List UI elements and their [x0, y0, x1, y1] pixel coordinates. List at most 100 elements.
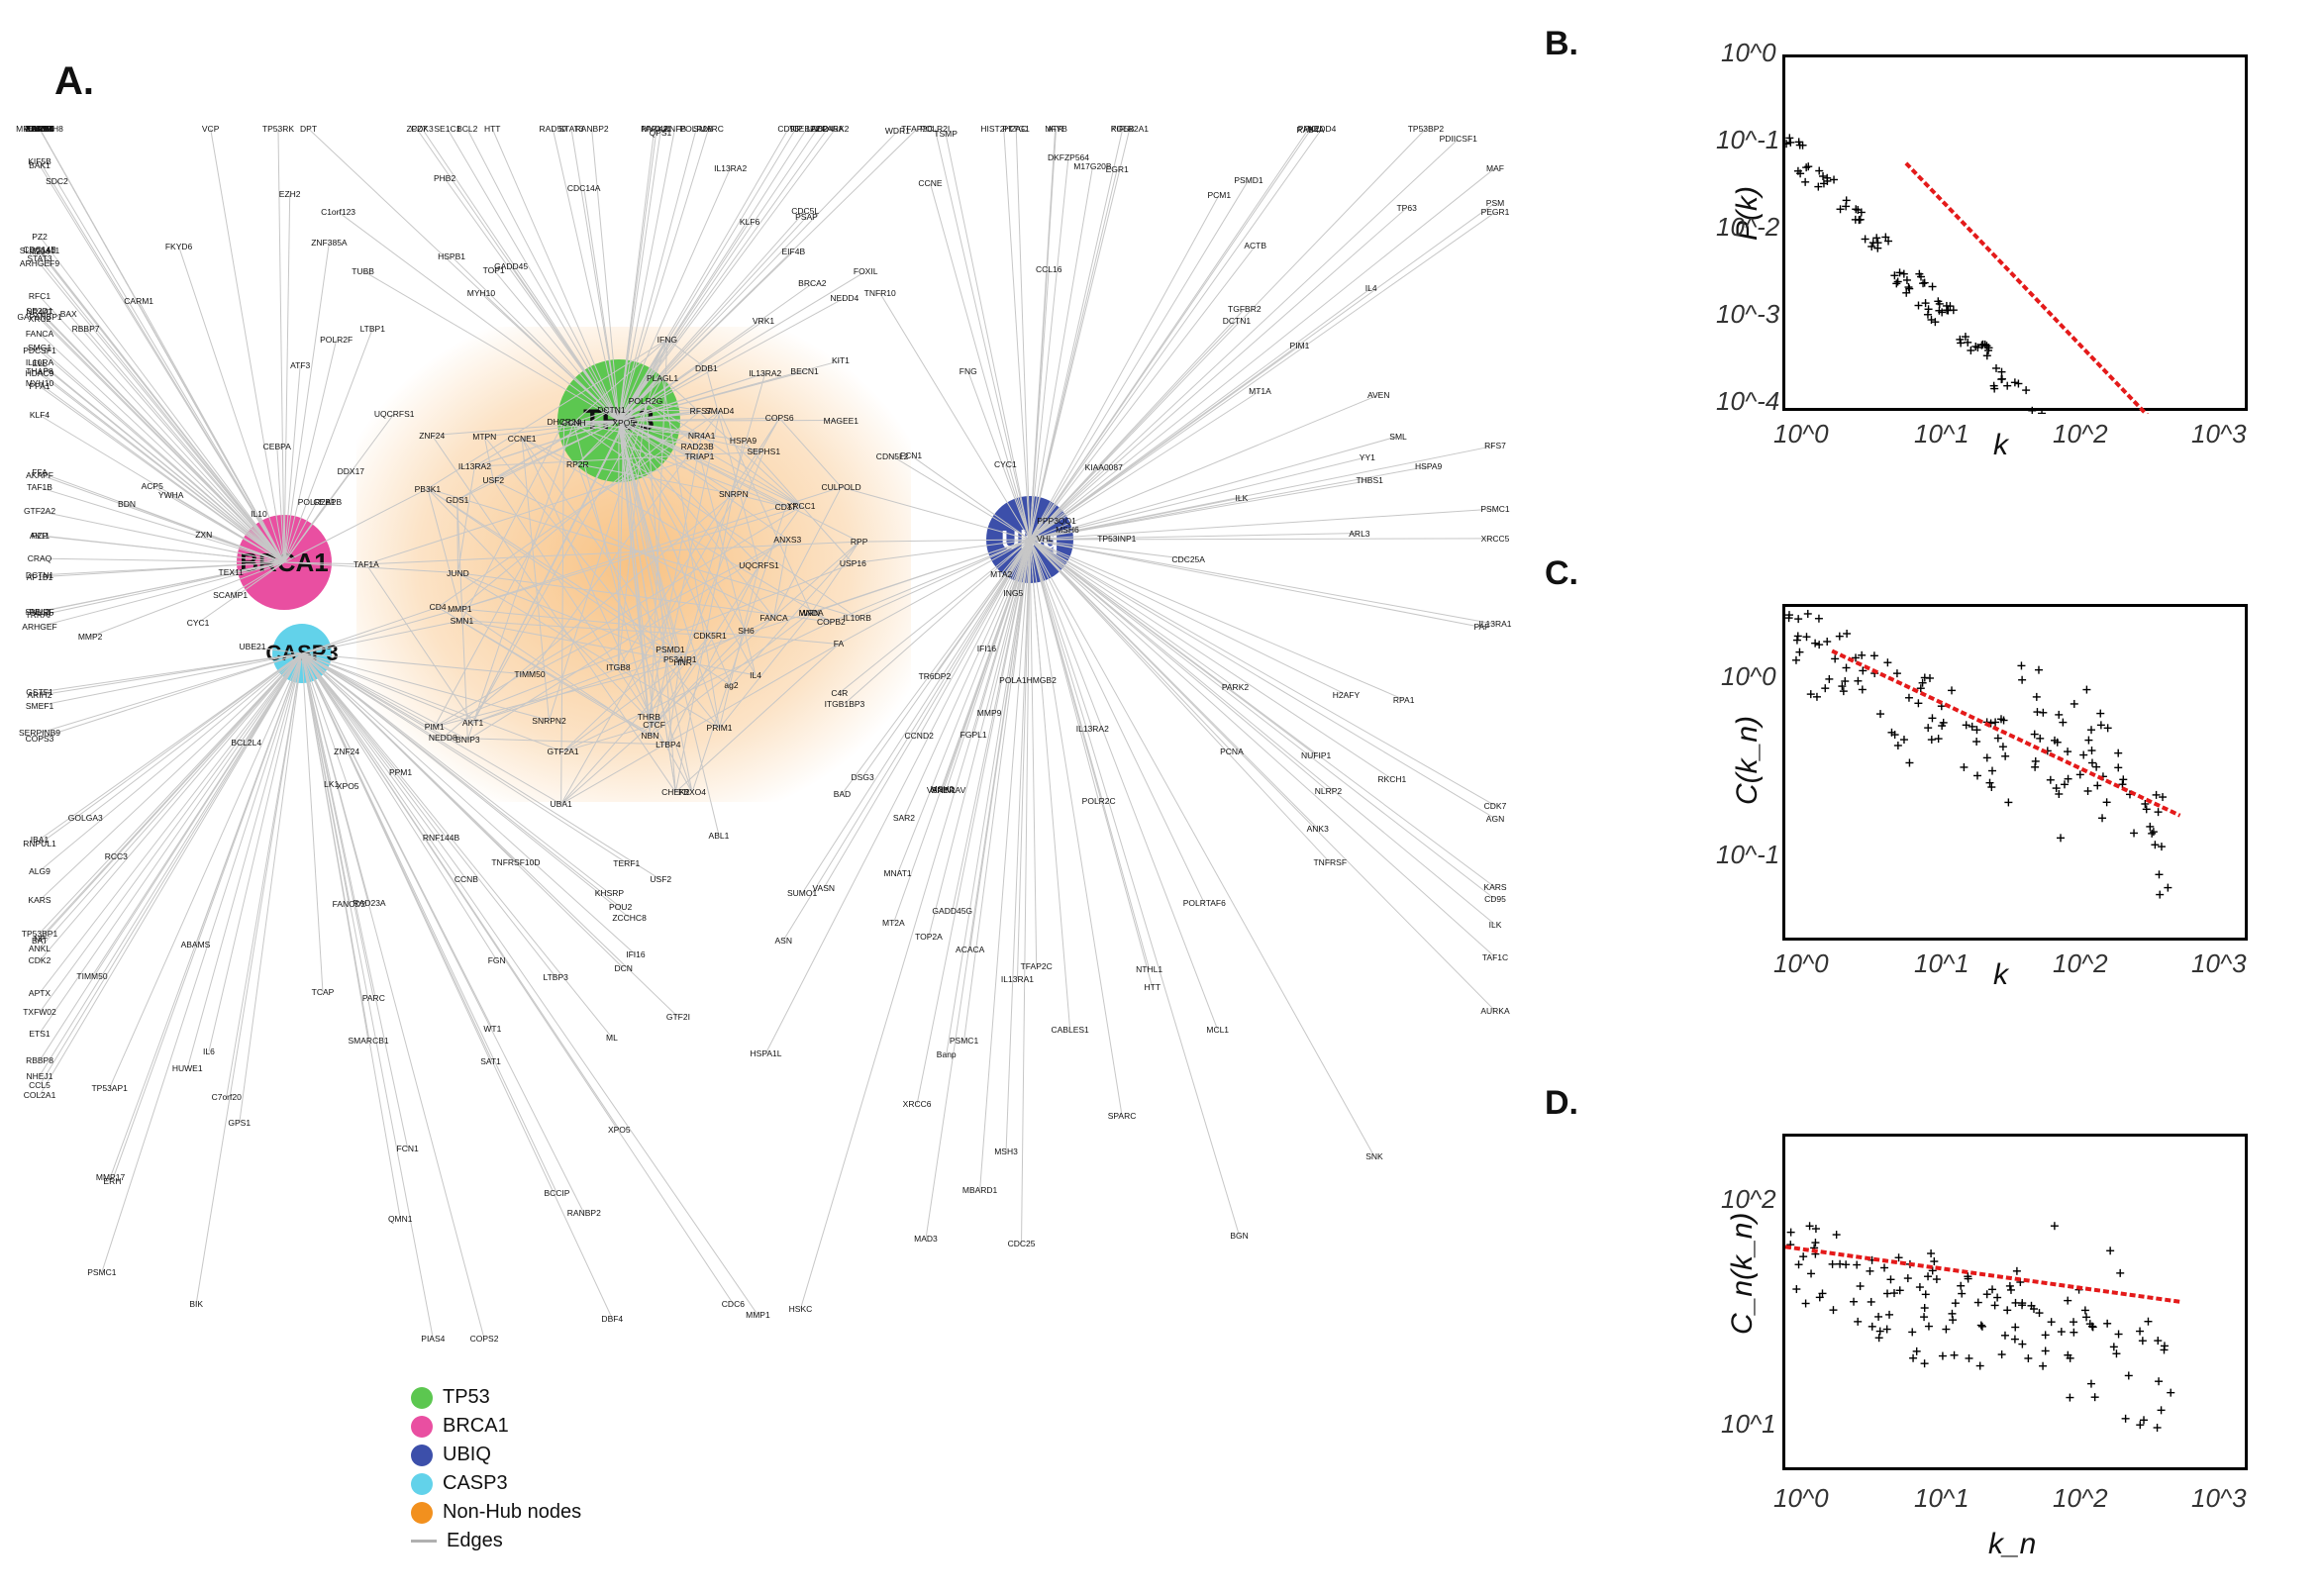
scatter-point	[1793, 637, 1801, 645]
scatter-point	[2064, 1297, 2071, 1305]
scatter-point	[1843, 196, 1851, 204]
scatter-point	[2155, 870, 2163, 878]
scatter-point	[1987, 783, 1995, 791]
scatter-point	[1922, 1290, 1930, 1298]
scatter-point	[1974, 1299, 1982, 1307]
scatter-point	[2103, 798, 2111, 806]
scatter-point	[1893, 669, 1901, 677]
scatter-point	[2058, 1328, 2066, 1336]
scatter-point	[2042, 1347, 2050, 1354]
scatter-point	[1876, 710, 1884, 718]
scatter-point	[1862, 235, 1869, 243]
scatter-point	[1921, 1359, 1929, 1367]
panel-b-label: B.	[1545, 25, 1578, 63]
scatter-point	[2031, 731, 2039, 739]
scatter-point	[2114, 763, 2122, 771]
scatter-point	[2036, 735, 2044, 743]
scatter-point	[2139, 1337, 2147, 1345]
scatter-point	[1982, 342, 1990, 349]
scatter-point	[1795, 648, 1803, 656]
scatter-point	[2065, 775, 2072, 783]
scatter-point	[1787, 1229, 1795, 1237]
scatter-point	[1952, 1299, 1960, 1307]
scatter-point	[2115, 1331, 2123, 1339]
scatter-point	[2082, 1313, 2090, 1321]
scatter-point	[1799, 1252, 1807, 1260]
scatter-point	[1986, 779, 1994, 787]
scatter-point	[2024, 1354, 2032, 1362]
scatter-point	[1920, 1313, 1928, 1321]
plot-d-area: C_n(k_n) k_n 10^2 10^1 10^0 10^1 10^2 10…	[1782, 1134, 2248, 1470]
scatter-point	[2076, 770, 2084, 778]
scatter-point	[1942, 1326, 1950, 1334]
scatter-point	[1914, 699, 1922, 707]
network-graph-panel: A. MAGEE1 KIAA0087 THAP8 CDC14B TP53RK DHCR24…	[0, 0, 1535, 1596]
chart-panel-b: B. P(k) k 10^0 10^-1 10^-2 10^-3 10^-4 1…	[1535, 0, 2323, 530]
scatter-point	[1857, 1282, 1865, 1290]
scatter-point	[1988, 1285, 1996, 1293]
scatter-point	[1840, 687, 1848, 695]
scatter-point	[1792, 1285, 1800, 1293]
scatter-point	[1850, 1298, 1858, 1306]
scatter-point	[1972, 738, 1980, 746]
scatter-point	[2033, 708, 2041, 716]
scatter-point	[2018, 676, 2026, 684]
scatter-point	[2081, 1306, 2089, 1314]
plot-b-xlabel: k	[1993, 429, 2008, 462]
scatter-point	[1913, 1347, 1921, 1355]
scatter-point	[2033, 693, 2041, 701]
scatter-point	[2066, 1394, 2073, 1402]
scatter-point	[1786, 139, 1794, 147]
scatter-point	[2022, 386, 2030, 394]
scatter-point	[2154, 1337, 2162, 1345]
scatter-point	[1852, 216, 1860, 224]
plot-c-xtick-3: 10^3	[2191, 948, 2247, 979]
scatter-point	[1921, 279, 1929, 287]
scatter-point	[2158, 843, 2166, 850]
scatter-point	[1960, 763, 1968, 771]
scatter-point	[2001, 1332, 2009, 1340]
scatter-point	[1930, 1257, 1938, 1265]
scatter-point	[1843, 663, 1851, 671]
scatter-point	[1883, 1289, 1891, 1297]
scatter-point	[1904, 1274, 1912, 1282]
scatter-point	[1998, 1350, 2006, 1358]
scatter-point	[1802, 1299, 1810, 1307]
scatter-point	[2013, 1267, 2021, 1275]
scatter-point	[1830, 175, 1838, 183]
scatter-point	[2093, 781, 2101, 789]
chart-panel-d: D. C_n(k_n) k_n 10^2 10^1 10^0 10^1 10^2…	[1535, 1059, 2323, 1596]
scatter-point	[2136, 1328, 2144, 1336]
scatter-point	[2017, 661, 2025, 669]
plot-c-xtick-1: 10^1	[1914, 948, 1970, 979]
scatter-point	[2039, 709, 2047, 717]
scatter-point	[2114, 749, 2122, 757]
scatter-point	[1802, 633, 1810, 641]
scatter-point	[2042, 1331, 2050, 1339]
scatter-point	[1811, 1239, 1819, 1247]
scatter-point	[2136, 1421, 2144, 1429]
scatter-point	[2011, 378, 2019, 386]
scatter-point	[1929, 283, 1937, 291]
plot-b-xtick-3: 10^3	[2191, 419, 2247, 449]
scatter-point	[2055, 711, 2063, 719]
scatter-point	[2087, 726, 2095, 734]
scatter-point	[2011, 1336, 2019, 1344]
scatter-point	[1967, 347, 1974, 354]
scatter-point	[1801, 178, 1809, 186]
plot-d-xtick-3: 10^3	[2191, 1483, 2247, 1514]
scatter-point	[2103, 1320, 2111, 1328]
scatter-point	[1885, 1311, 1893, 1319]
scatter-point	[2096, 710, 2104, 718]
scatter-point	[1880, 1264, 1888, 1272]
panel-d-label: D.	[1545, 1084, 1578, 1123]
chart-panel-c: C. C(k_n) k 10^0 10^-1 10^0 10^1 10^2 10…	[1535, 530, 2323, 1059]
scatter-point	[1928, 736, 1936, 744]
plot-b-area: P(k) k 10^0 10^-1 10^-2 10^-3 10^-4 10^0…	[1782, 54, 2248, 411]
network-edges	[0, 0, 1535, 1596]
scatter-point	[2150, 828, 2158, 836]
scatter-point	[2079, 751, 2087, 759]
plot-c-ylabel: C(k_n)	[1731, 716, 1765, 805]
scatter-point	[2112, 1349, 2120, 1357]
scatter-point	[1883, 1326, 1891, 1334]
